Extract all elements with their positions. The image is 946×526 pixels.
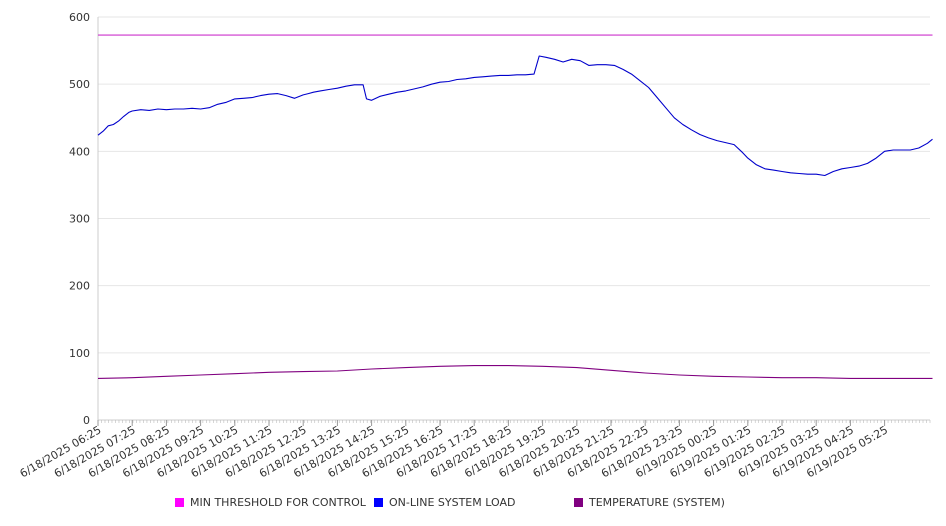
gridlines bbox=[98, 16, 930, 354]
legend-label: MIN THRESHOLD FOR CONTROL bbox=[190, 496, 366, 509]
series-line-1 bbox=[97, 55, 933, 177]
legend-swatch bbox=[175, 498, 184, 507]
y-tick-label: 200 bbox=[69, 280, 90, 293]
legend-item[interactable]: TEMPERATURE (SYSTEM) bbox=[574, 496, 725, 509]
y-tick-label: 600 bbox=[69, 11, 90, 24]
legend-item[interactable]: ON-LINE SYSTEM LOAD bbox=[374, 496, 515, 509]
legend-swatch bbox=[374, 498, 383, 507]
y-tick-label: 500 bbox=[69, 78, 90, 91]
x-axis-ticks: 6/18/2025 06:256/18/2025 07:256/18/2025 … bbox=[18, 423, 890, 480]
legend-item[interactable]: MIN THRESHOLD FOR CONTROL bbox=[175, 496, 366, 509]
y-tick-label: 300 bbox=[69, 213, 90, 226]
series-line-2 bbox=[97, 365, 933, 379]
y-axis-ticks: 0 100 200 300 400 500 600 bbox=[69, 11, 90, 427]
legend-swatch bbox=[574, 498, 583, 507]
legend-label: ON-LINE SYSTEM LOAD bbox=[389, 496, 516, 509]
y-tick-label: 100 bbox=[69, 347, 90, 360]
y-tick-label: 0 bbox=[83, 414, 90, 427]
legend-label: TEMPERATURE (SYSTEM) bbox=[589, 496, 725, 509]
y-tick-label: 400 bbox=[69, 145, 90, 158]
series-lines bbox=[97, 34, 933, 379]
axes bbox=[97, 17, 931, 426]
legend: MIN THRESHOLD FOR CONTROL ON-LINE SYSTEM … bbox=[0, 496, 946, 516]
